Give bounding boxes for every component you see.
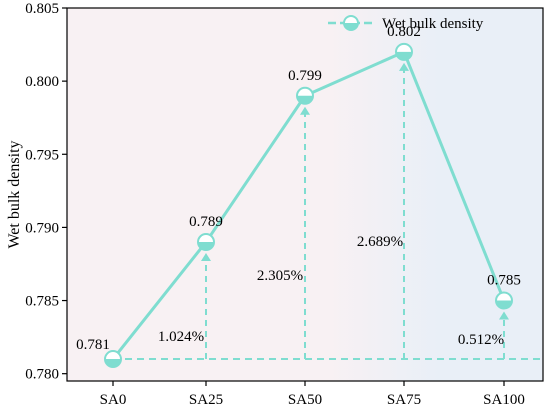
legend-marker-half	[344, 23, 358, 30]
x-tick-label-sa75: SA75	[387, 392, 421, 408]
x-tick-label-sa100: SA100	[483, 392, 525, 408]
y-tick-label: 0.795	[25, 147, 59, 163]
marker-half-fill	[297, 95, 313, 104]
y-tick-label: 0.785	[25, 294, 59, 310]
marker-half-fill	[496, 300, 512, 309]
y-tick-label: 0.780	[25, 367, 59, 383]
data-label-sa25: 0.789	[189, 214, 223, 230]
y-tick-label: 0.800	[25, 74, 59, 90]
y-axis-title: Wet bulk density	[6, 140, 23, 248]
data-label-sa0: 0.781	[76, 337, 110, 353]
increase-arrow-head-sa75	[399, 62, 409, 71]
increase-label-sa50: 2.305%	[257, 268, 303, 284]
increase-label-sa25: 1.024%	[158, 329, 204, 345]
x-tick-label-sa25: SA25	[189, 392, 223, 408]
data-point-sa100	[495, 291, 513, 310]
data-point-sa25	[197, 233, 215, 252]
data-label-sa75: 0.802	[387, 24, 421, 40]
y-tick-label: 0.790	[25, 220, 59, 236]
y-tick-label: 0.805	[25, 1, 59, 17]
x-tick-label-sa50: SA50	[288, 392, 322, 408]
data-point-sa0	[104, 350, 122, 369]
marker-half-fill	[198, 242, 214, 251]
data-point-sa75	[395, 42, 413, 61]
data-label-sa50: 0.799	[288, 68, 322, 84]
increase-arrow-head-sa50	[300, 106, 310, 115]
data-label-sa100: 0.785	[487, 273, 521, 289]
increase-arrow-head-sa25	[201, 253, 211, 262]
increase-arrow-head-sa100	[499, 311, 509, 320]
x-tick-label-sa0: SA0	[100, 392, 127, 408]
increase-label-sa100: 0.512%	[458, 332, 504, 348]
marker-half-fill	[105, 359, 121, 368]
marker-half-fill	[396, 51, 412, 60]
legend-label: Wet bulk density	[382, 16, 484, 32]
data-point-sa50	[296, 86, 314, 105]
increase-label-sa75: 2.689%	[357, 234, 403, 250]
